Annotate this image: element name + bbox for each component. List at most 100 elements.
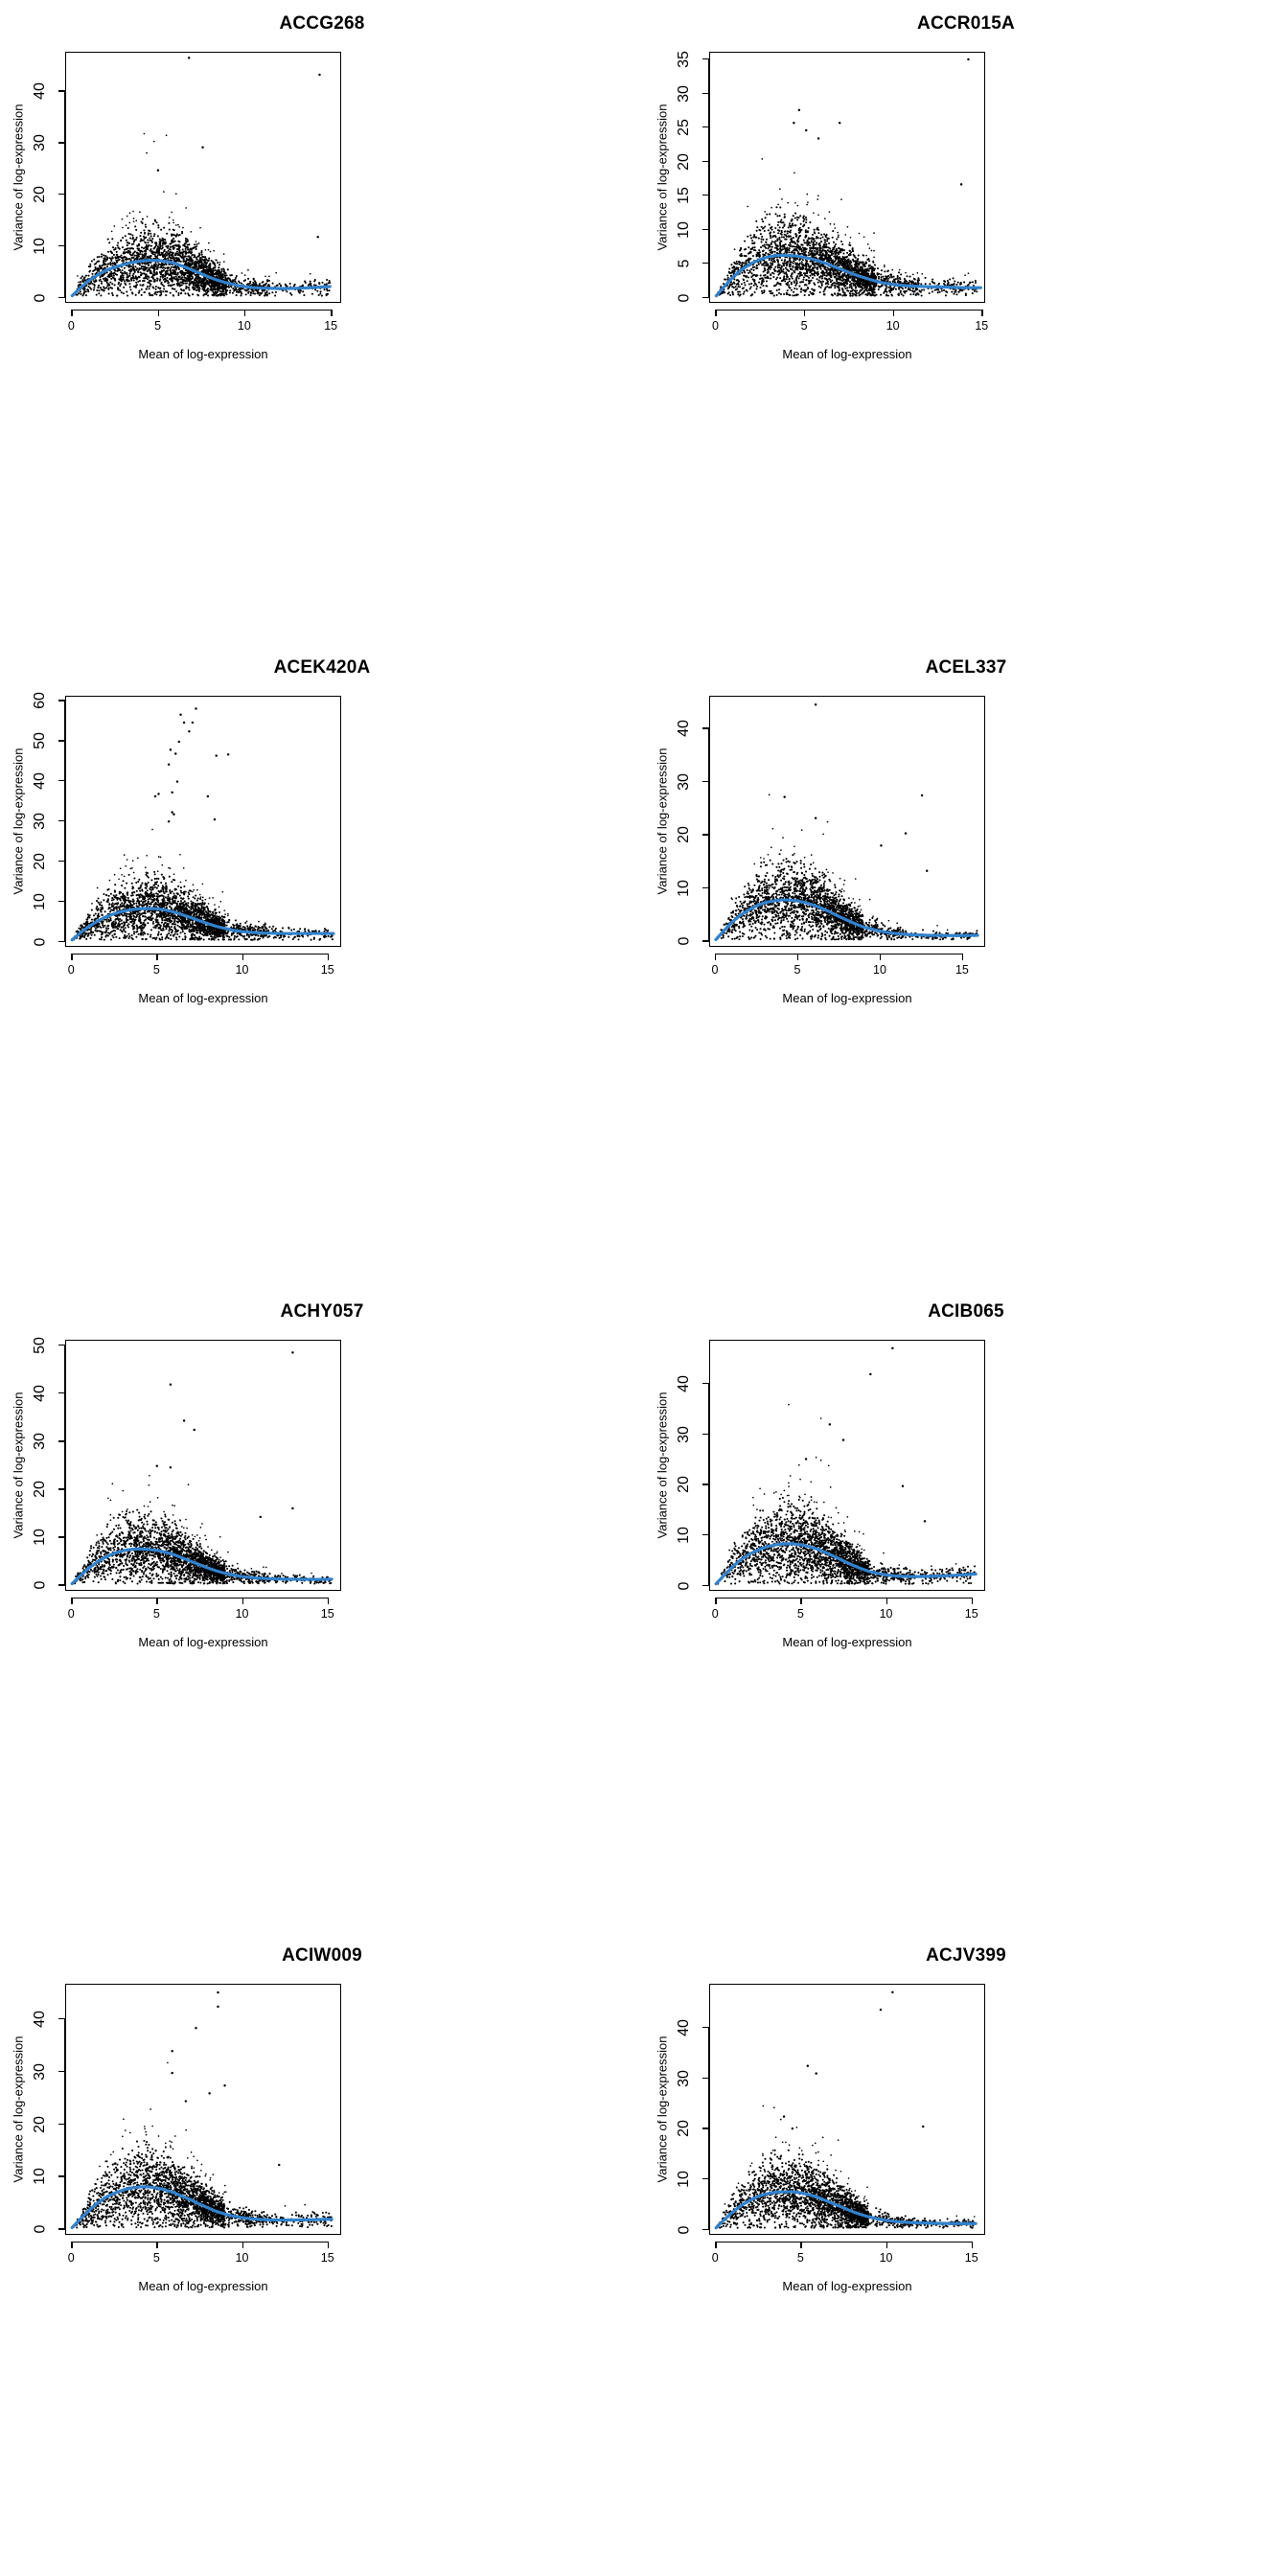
data-point: [146, 255, 149, 259]
data-point: [846, 259, 849, 262]
data-point: [192, 287, 195, 289]
data-point: [83, 279, 86, 282]
data-point: [157, 226, 160, 229]
data-point: [183, 280, 186, 283]
data-point: [181, 248, 184, 251]
data-point: [792, 242, 794, 244]
data-point: [808, 249, 811, 252]
data-point: [726, 274, 729, 277]
data-point: [96, 256, 99, 259]
data-point: [794, 172, 795, 174]
data-point: [212, 286, 216, 288]
data-point: [770, 242, 773, 245]
data-point: [855, 280, 858, 283]
data-point: [167, 280, 170, 283]
data-point: [828, 274, 831, 277]
data-point: [159, 289, 162, 292]
data-point: [753, 280, 756, 283]
data-point: [218, 272, 220, 275]
data-point: [896, 277, 899, 280]
data-point: [304, 280, 307, 283]
data-point: [194, 279, 196, 282]
data-point: [769, 227, 772, 230]
plot-area: [65, 52, 341, 303]
outlier-point: [187, 57, 191, 59]
data-point: [151, 222, 154, 225]
data-point: [759, 274, 762, 277]
data-point: [946, 279, 949, 283]
data-point: [762, 285, 765, 288]
plot-panel-accr015a: ACCR015A 0 5 10 15 20 25 30 35 0 5 10 15 Mean of log-…: [644, 0, 1288, 644]
data-point: [150, 240, 153, 242]
data-point: [251, 289, 254, 292]
data-point: [835, 247, 838, 250]
data-point: [770, 237, 772, 240]
data-point: [154, 261, 157, 264]
data-point: [194, 266, 196, 269]
data-point: [267, 279, 271, 282]
data-point: [172, 247, 175, 250]
data-point: [156, 266, 159, 269]
data-point: [971, 292, 974, 295]
data-point: [803, 223, 806, 226]
data-point: [218, 289, 221, 292]
data-point: [301, 284, 304, 287]
data-point: [213, 249, 216, 252]
data-point: [807, 237, 810, 240]
data-point: [784, 259, 787, 262]
data-point: [876, 273, 879, 276]
data-point: [202, 278, 205, 281]
data-point: [197, 288, 200, 290]
data-point: [735, 283, 738, 286]
data-point: [751, 278, 754, 281]
data-point: [810, 268, 813, 271]
data-point: [117, 257, 120, 260]
data-point: [841, 294, 844, 297]
data-point: [782, 262, 785, 264]
data-point: [235, 276, 238, 279]
data-point: [133, 240, 136, 242]
data-point: [738, 286, 742, 288]
data-point: [191, 261, 194, 264]
data-point: [757, 263, 760, 265]
data-point: [99, 276, 102, 279]
data-point: [834, 227, 837, 229]
data-point: [824, 254, 828, 257]
data-point: [163, 285, 166, 288]
data-point: [128, 247, 131, 250]
data-point: [880, 293, 883, 296]
data-point: [118, 267, 121, 270]
data-point: [117, 259, 120, 262]
data-point: [193, 261, 196, 264]
data-point: [155, 272, 158, 275]
data-point: [817, 232, 820, 235]
data-point: [789, 261, 792, 264]
data-point: [851, 294, 854, 297]
data-point: [758, 251, 762, 254]
data-point: [872, 261, 875, 264]
data-point: [149, 239, 151, 242]
data-point: [83, 290, 86, 293]
data-point: [224, 277, 227, 280]
data-point: [818, 244, 821, 247]
data-point: [796, 275, 799, 278]
data-point: [886, 277, 889, 280]
data-point: [795, 288, 798, 290]
data-point: [920, 294, 923, 297]
data-point: [788, 269, 791, 273]
data-point: [195, 277, 197, 280]
data-point: [808, 293, 811, 296]
data-point: [826, 240, 829, 242]
data-point: [185, 285, 188, 288]
data-point: [215, 281, 218, 284]
data-point: [171, 271, 173, 275]
data-point: [123, 266, 126, 269]
data-point: [147, 242, 150, 244]
data-point: [749, 237, 753, 240]
data-point: [770, 274, 772, 277]
data-point: [132, 218, 135, 219]
data-point: [186, 246, 190, 249]
data-point: [875, 293, 878, 296]
data-point: [261, 289, 264, 292]
data-point: [737, 293, 740, 296]
